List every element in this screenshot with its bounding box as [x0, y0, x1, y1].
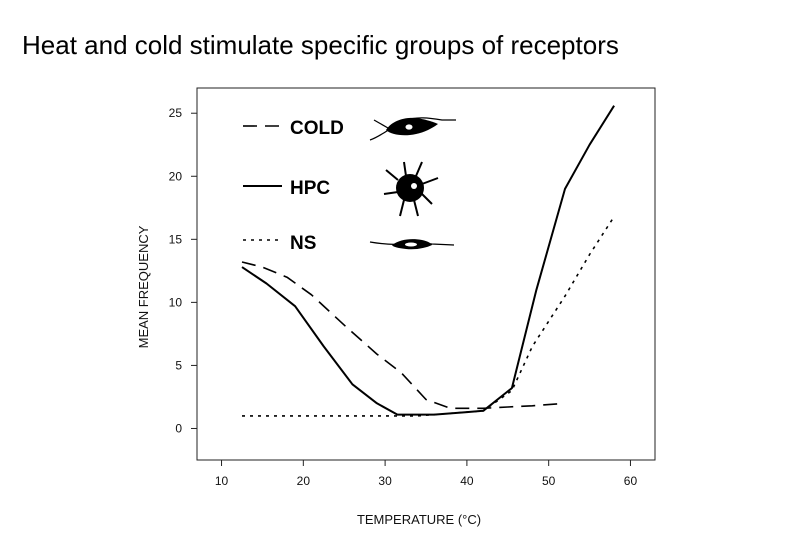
y-tick-label: 25: [169, 106, 183, 120]
hpc-receptor-neuron-icon: [383, 161, 439, 217]
series-line-hpc: [241, 105, 615, 416]
x-tick-label: 30: [378, 474, 392, 488]
y-tick-label: 0: [175, 421, 182, 435]
series-line-ns: [242, 216, 615, 417]
series-line-cold: [241, 261, 566, 410]
slide-title: Heat and cold stimulate specific groups …: [22, 30, 619, 60]
legend-label-cold: COLD: [290, 118, 344, 139]
cold-receptor-neuron-icon: [369, 117, 456, 141]
y-tick-label: 5: [175, 358, 182, 372]
x-axis-ticks: 10 20 30 40 50 60: [215, 460, 638, 488]
y-axis-ticks: 0 5 10 15 20 25: [169, 106, 197, 435]
series-lines: [241, 105, 615, 417]
y-axis-title: MEAN FREQUENCY: [136, 225, 151, 348]
ns-receptor-neuron-icon: [369, 239, 455, 250]
legend: COLD HPC NS: [243, 117, 456, 254]
x-tick-label: 50: [542, 474, 556, 488]
x-tick-label: 20: [297, 474, 311, 488]
y-tick-label: 10: [169, 295, 183, 309]
x-tick-label: 10: [215, 474, 229, 488]
legend-label-hpc: HPC: [290, 178, 330, 199]
x-tick-label: 40: [460, 474, 474, 488]
x-tick-label: 60: [624, 474, 638, 488]
plot-frame: [196, 87, 656, 461]
x-axis-title: TEMPERATURE (°C): [357, 512, 481, 527]
legend-label-ns: NS: [290, 233, 316, 254]
y-tick-label: 15: [169, 232, 183, 246]
y-tick-label: 20: [169, 169, 183, 183]
